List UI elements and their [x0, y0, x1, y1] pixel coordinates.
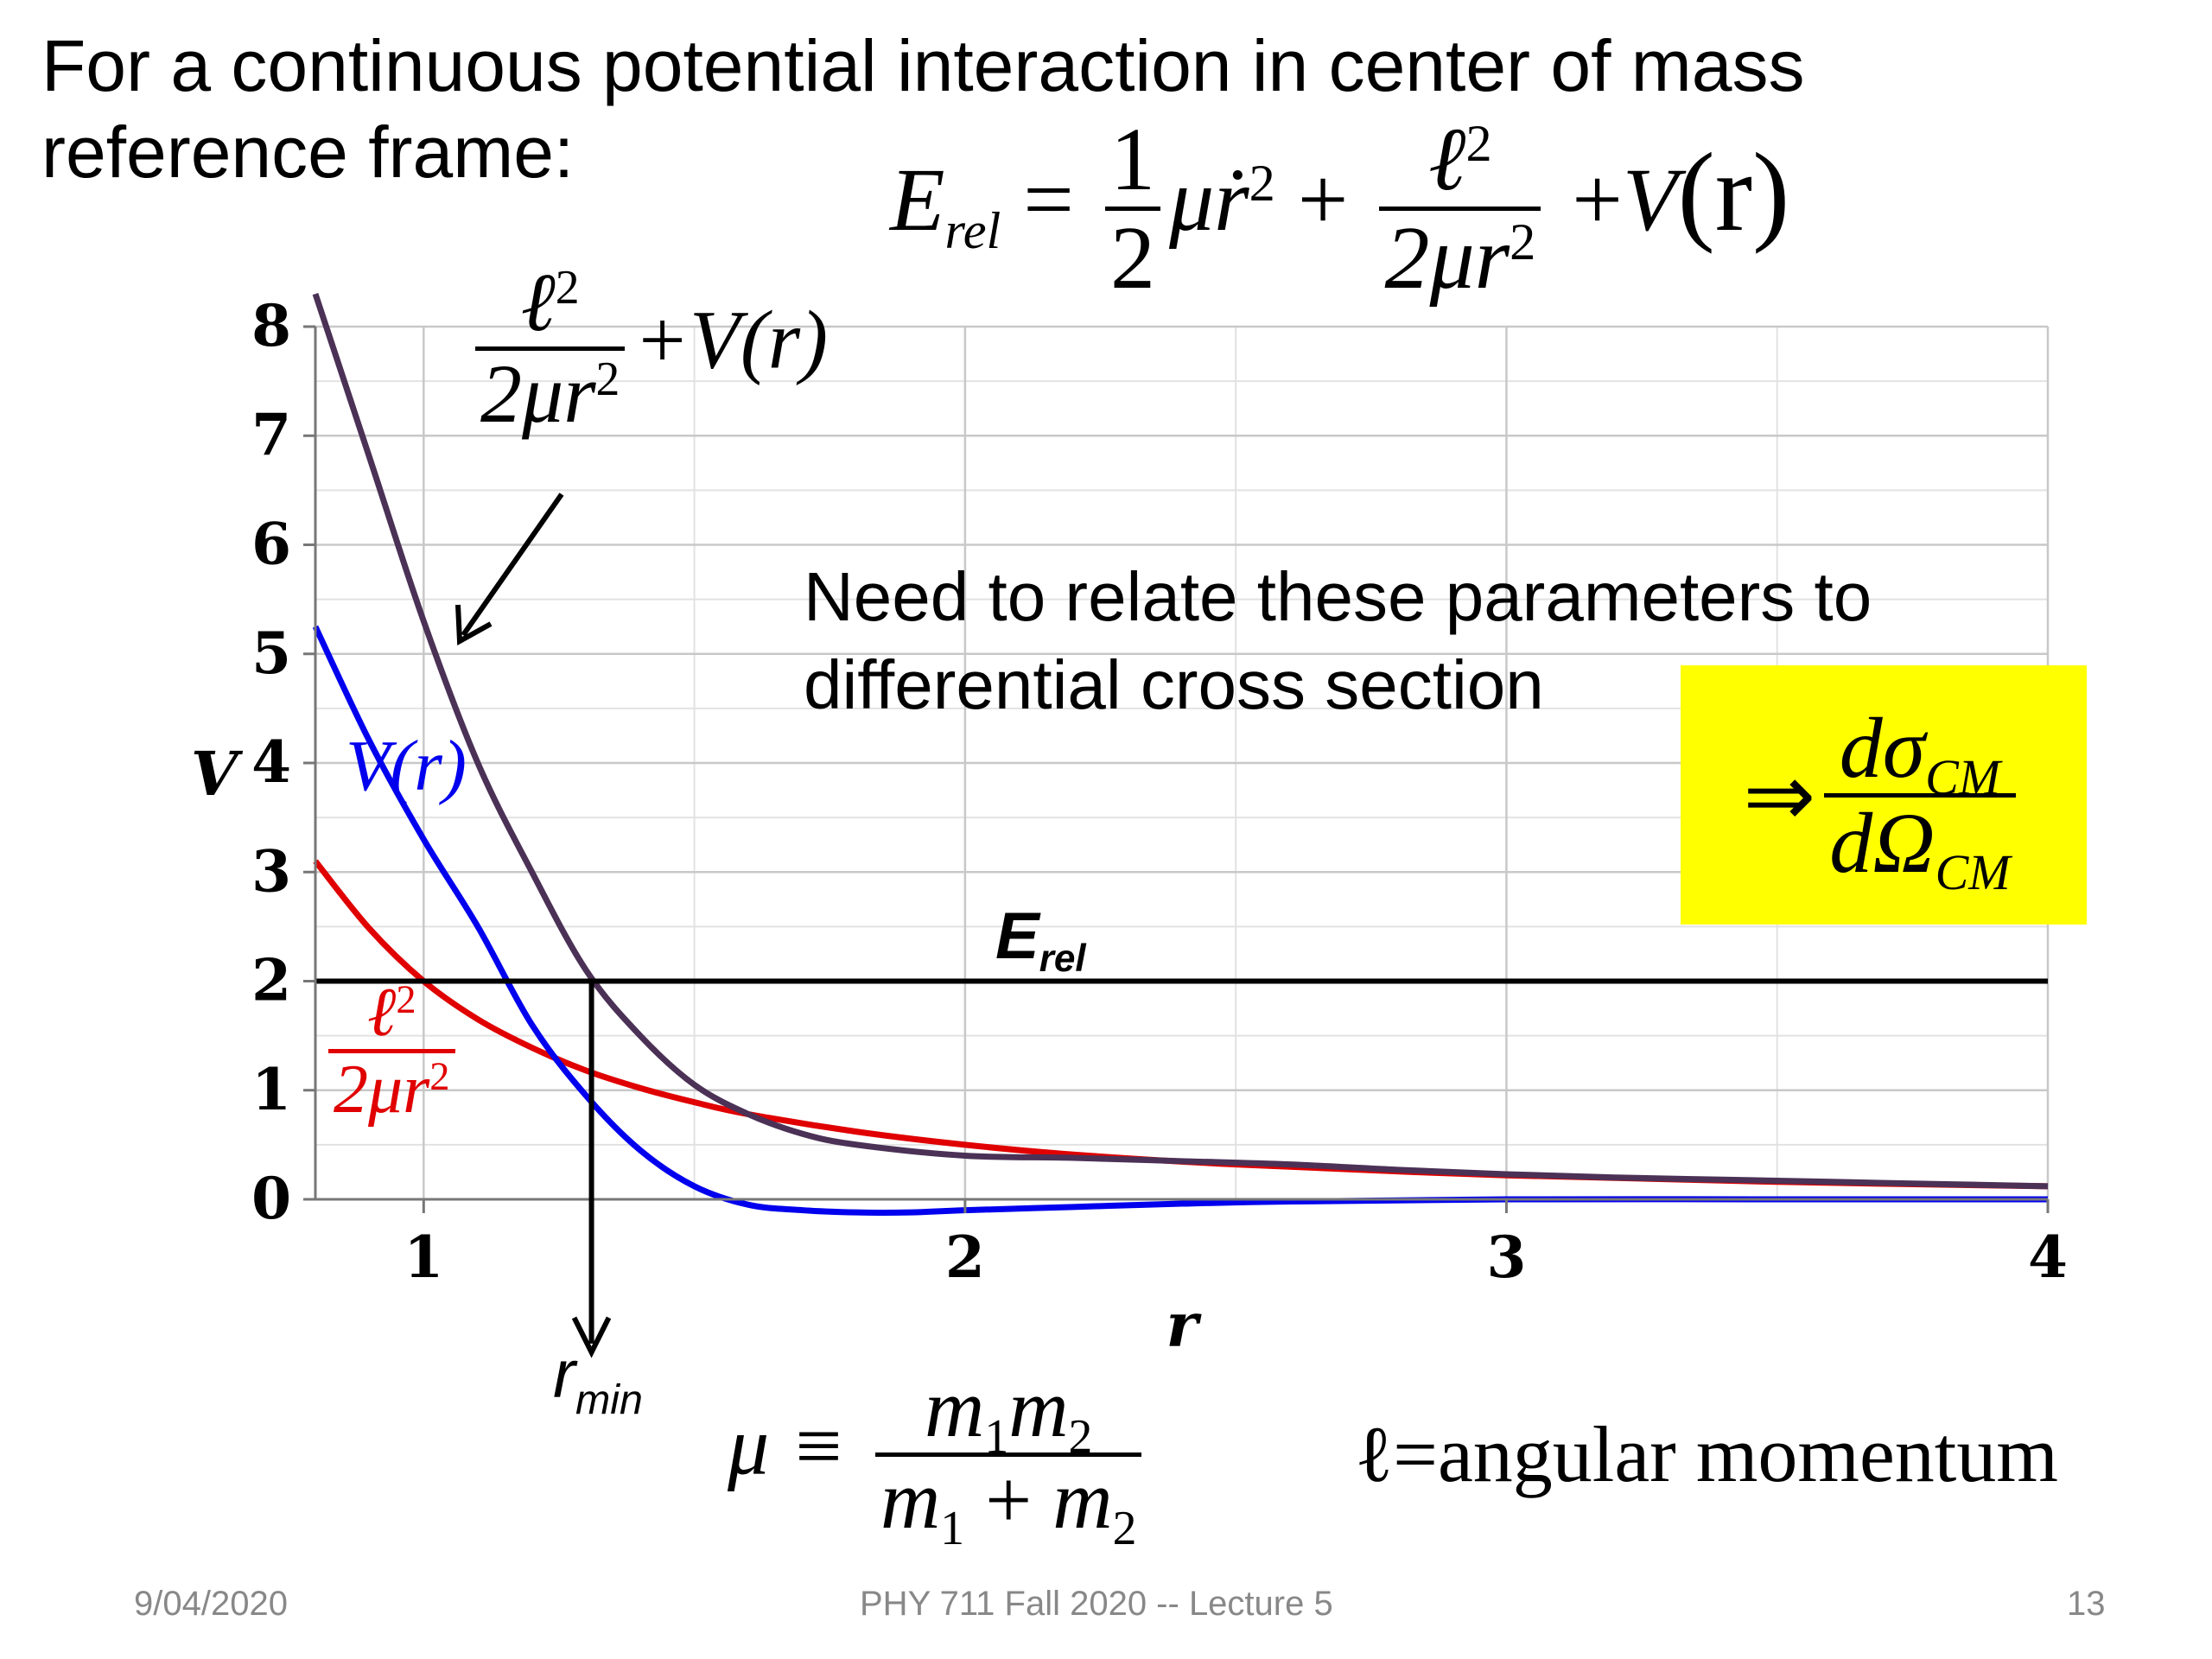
rmin-arrow-head	[571, 1316, 612, 1358]
reduced-mass-fraction: m1m2 m1 + m2	[874, 1362, 1142, 1554]
energy-equals: =	[1023, 149, 1074, 250]
footer-course: PHY 711 Fall 2020 -- Lecture 5	[860, 1585, 1333, 1623]
chart-series	[312, 293, 2049, 1216]
half-den: 2	[1104, 207, 1160, 305]
angular-momentum-label: ℓ=angular momentum	[1355, 1410, 2058, 1498]
effective-arrow-head	[455, 604, 493, 645]
y-tick-label: 8	[251, 292, 291, 359]
effective-fraction: ℓ2 2μr2	[475, 256, 626, 438]
cross-section-num: dσCM	[1839, 699, 2001, 805]
x-tick-label: 4	[2028, 1224, 2068, 1291]
energy-lhs: Erel	[890, 149, 1001, 260]
centrifugal-label-num: ℓ2	[366, 975, 416, 1051]
reduced-mass-lhs: μ ≡	[728, 1399, 846, 1492]
effective-rest: +V(r)	[633, 293, 829, 386]
centrifugal-num: ℓ2	[1428, 110, 1492, 209]
y-tick-label: 0	[251, 1165, 291, 1232]
note-line-1: Need to relate these parameters to	[804, 558, 1872, 635]
chart-ticks: 0 1 2 3 4 5 6 7 8 1 2 3 4	[251, 292, 2068, 1291]
centrifugal-label-fraction: ℓ2 2μr2	[328, 976, 455, 1126]
energy-level-label: Erel	[995, 899, 1086, 981]
cross-section-den: dΩCM	[1824, 792, 2016, 899]
effective-curve	[312, 293, 2049, 1190]
centrifugal-den: 2μr2	[1379, 207, 1541, 305]
footer-page-number: 13	[2067, 1585, 2106, 1623]
rmin-label: rmin	[553, 1336, 643, 1424]
y-tick-label: 6	[251, 511, 291, 578]
x-tick-label: 2	[945, 1224, 985, 1291]
kinetic-term: μṙ2	[1168, 149, 1275, 250]
energy-plus-2: +	[1572, 149, 1623, 250]
energy-plus-1: +	[1297, 149, 1349, 250]
energy-equation: Erel = 1 2 μṙ2 + ℓ2 2μr2 +V(r)	[890, 110, 1790, 306]
x-tick-label: 1	[404, 1224, 443, 1291]
y-tick-label: 3	[251, 837, 291, 905]
x-axis-title: r	[1166, 1289, 1203, 1361]
centrifugal-label-den: 2μr2	[328, 1049, 455, 1126]
effective-num: ℓ2	[520, 256, 580, 348]
implies-arrow: ⇒	[1743, 747, 1816, 844]
centrifugal-fraction: ℓ2 2μr2	[1379, 112, 1541, 305]
slide-heading: For a continuous potential interaction i…	[41, 22, 1804, 195]
footer-date: 9/04/2020	[134, 1585, 288, 1623]
reduced-mass-equation: μ ≡ m1m2 m1 + m2	[728, 1362, 1150, 1554]
effective-potential-label: ℓ2 2μr2 +V(r)	[467, 256, 829, 438]
x-tick-label: 3	[1486, 1224, 1526, 1291]
half-num: 1	[1109, 110, 1155, 209]
note-text: Need to relate these parameters to diffe…	[804, 553, 2013, 729]
cross-section-box: ⇒ dσCM dΩCM	[1681, 665, 2087, 925]
chart-arrows	[455, 493, 612, 1358]
reduced-mass-den: m1 + m2	[874, 1452, 1142, 1554]
potential-curve-label: V(r)	[346, 726, 467, 806]
centrifugal-curve-label: ℓ2 2μr2	[320, 976, 464, 1126]
reduced-mass-num: m1m2	[925, 1362, 1093, 1465]
y-tick-label: 1	[251, 1056, 291, 1123]
y-tick-label: 5	[251, 620, 291, 687]
potential-term: V(r)	[1622, 130, 1790, 255]
effective-arrow-shaft	[461, 493, 564, 637]
y-axis-title: V	[191, 738, 244, 810]
effective-den: 2μr2	[475, 346, 626, 438]
cross-section-fraction: dσCM dΩCM	[1824, 699, 2016, 899]
y-tick-label: 2	[251, 947, 291, 1014]
heading-line-1: For a continuous potential interaction i…	[41, 25, 1805, 106]
y-tick-label: 7	[251, 401, 291, 468]
half-fraction: 1 2	[1104, 110, 1160, 305]
heading-line-2: reference frame:	[41, 111, 575, 193]
note-line-2: differential cross section	[804, 646, 1544, 723]
y-tick-label: 4	[251, 728, 291, 796]
